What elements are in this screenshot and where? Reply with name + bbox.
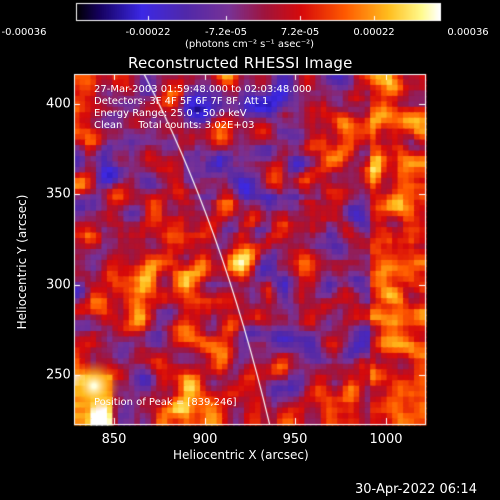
- y-tick-350: 350: [46, 186, 71, 202]
- colorbar-tick-4: 7.2e-05: [280, 27, 320, 38]
- x-axis-label: Heliocentric X (arcsec): [173, 448, 309, 462]
- colorbar-tick-2: -0.00022: [125, 27, 171, 38]
- y-tick-300: 300: [46, 277, 71, 293]
- y-tick-250: 250: [46, 367, 71, 383]
- colorbar-tick-5: 0.00022: [353, 27, 395, 38]
- y-tick-400: 400: [46, 96, 71, 112]
- x-tick-850: 850: [101, 432, 127, 447]
- generation-date: 30-Apr-2022 06:14: [355, 482, 477, 497]
- peak-position-label: Position of Peak = [839,246]: [94, 397, 237, 408]
- x-tick-950: 950: [282, 432, 308, 447]
- clean-counts-label: Clean Total counts: 3.02E+03: [94, 120, 255, 131]
- colorbar-tick-3: -7.2e-05: [205, 27, 247, 38]
- x-tick-1000: 1000: [369, 432, 403, 447]
- y-axis-label: Heliocentric Y (arcsec): [15, 194, 29, 330]
- energy-range-label: Energy Range: 25.0 - 50.0 keV: [94, 108, 247, 119]
- detectors-label: Detectors: 3F 4F 5F 6F 7F 8F, Att 1: [94, 96, 269, 107]
- time-range-label: 27-Mar-2003 01:59:48.000 to 02:03:48.000: [94, 84, 312, 95]
- plot-title: Reconstructed RHESSI Image: [128, 54, 353, 72]
- colorbar-tick-6: 0.00036: [447, 27, 489, 38]
- colorbar-units: (photons cm⁻² s⁻¹ asec⁻²): [185, 39, 315, 50]
- x-tick-900: 900: [192, 432, 218, 447]
- colorbar-tick-1: -0.00036: [1, 27, 47, 38]
